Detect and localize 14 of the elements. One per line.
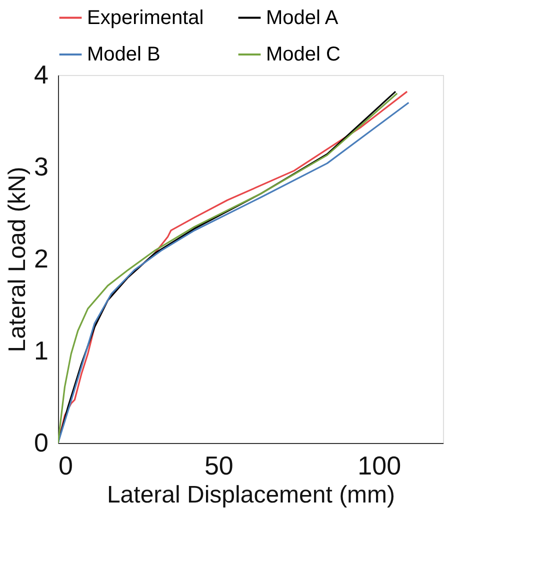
y-tick-label: 0: [34, 428, 48, 458]
y-tick-label: 2: [34, 244, 48, 274]
y-tick-label: 4: [34, 60, 48, 90]
y-tick-label: 1: [34, 336, 48, 366]
x-tick-label: 100: [358, 450, 402, 480]
y-tick-label: 3: [34, 152, 48, 182]
legend-label: Model B: [87, 44, 160, 66]
y-axis-title: Lateral Load (kN): [4, 166, 32, 352]
x-tick-label: 50: [204, 450, 234, 480]
legend-label: Experimental: [87, 6, 204, 29]
x-tick-label: 0: [58, 450, 73, 480]
legend-label: Model C: [266, 44, 340, 66]
x-axis-title: Lateral Displacement (mm): [106, 482, 396, 508]
legend-label: Model A: [266, 6, 339, 29]
